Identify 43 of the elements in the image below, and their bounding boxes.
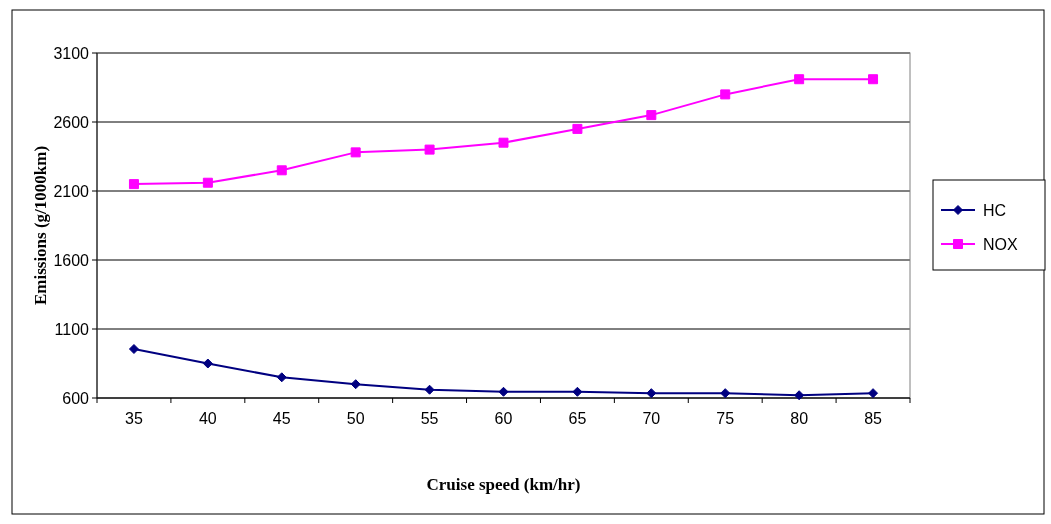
point bbox=[276, 165, 287, 176]
point bbox=[128, 344, 139, 355]
x-tick-label: 80 bbox=[790, 410, 809, 427]
x-axis-title: Cruise speed (km/hr) bbox=[426, 475, 581, 494]
point bbox=[720, 89, 731, 100]
point bbox=[572, 386, 583, 397]
y-tick-label: 2600 bbox=[53, 113, 90, 131]
point bbox=[350, 379, 361, 390]
x-tick-label: 75 bbox=[716, 410, 735, 427]
point bbox=[646, 388, 657, 399]
point bbox=[498, 386, 509, 397]
x-tick-label: 50 bbox=[346, 410, 365, 427]
point bbox=[720, 388, 731, 399]
point bbox=[350, 147, 361, 158]
x-tick-label: 35 bbox=[125, 410, 143, 427]
point bbox=[572, 123, 583, 134]
y-tick-label: 2100 bbox=[53, 182, 90, 200]
point bbox=[202, 358, 213, 369]
point bbox=[794, 74, 805, 85]
y-tick-label: 1600 bbox=[53, 251, 90, 269]
point bbox=[498, 137, 509, 148]
point bbox=[646, 110, 657, 121]
point bbox=[424, 384, 435, 395]
point bbox=[868, 74, 879, 85]
point bbox=[128, 179, 139, 190]
point bbox=[202, 177, 213, 188]
legend-label: NOX bbox=[983, 235, 1018, 253]
y-axis-title: Emissions (g/1000km) bbox=[31, 145, 50, 306]
y-tick-label: 1100 bbox=[54, 320, 90, 338]
point bbox=[868, 388, 879, 399]
x-tick-label: 60 bbox=[494, 410, 513, 427]
point bbox=[276, 372, 287, 383]
x-tick-label: 45 bbox=[272, 410, 291, 427]
point bbox=[794, 390, 805, 401]
y-tick-label: 600 bbox=[62, 389, 90, 407]
x-tick-label: 70 bbox=[642, 410, 661, 427]
x-tick-label: 85 bbox=[864, 410, 883, 427]
x-tick-label: 65 bbox=[568, 410, 587, 427]
legend-label: HC bbox=[983, 201, 1007, 219]
y-tick-label: 3100 bbox=[53, 44, 90, 62]
x-tick-label: 40 bbox=[198, 410, 217, 427]
x-tick-label: 55 bbox=[420, 410, 439, 427]
point bbox=[424, 144, 435, 155]
